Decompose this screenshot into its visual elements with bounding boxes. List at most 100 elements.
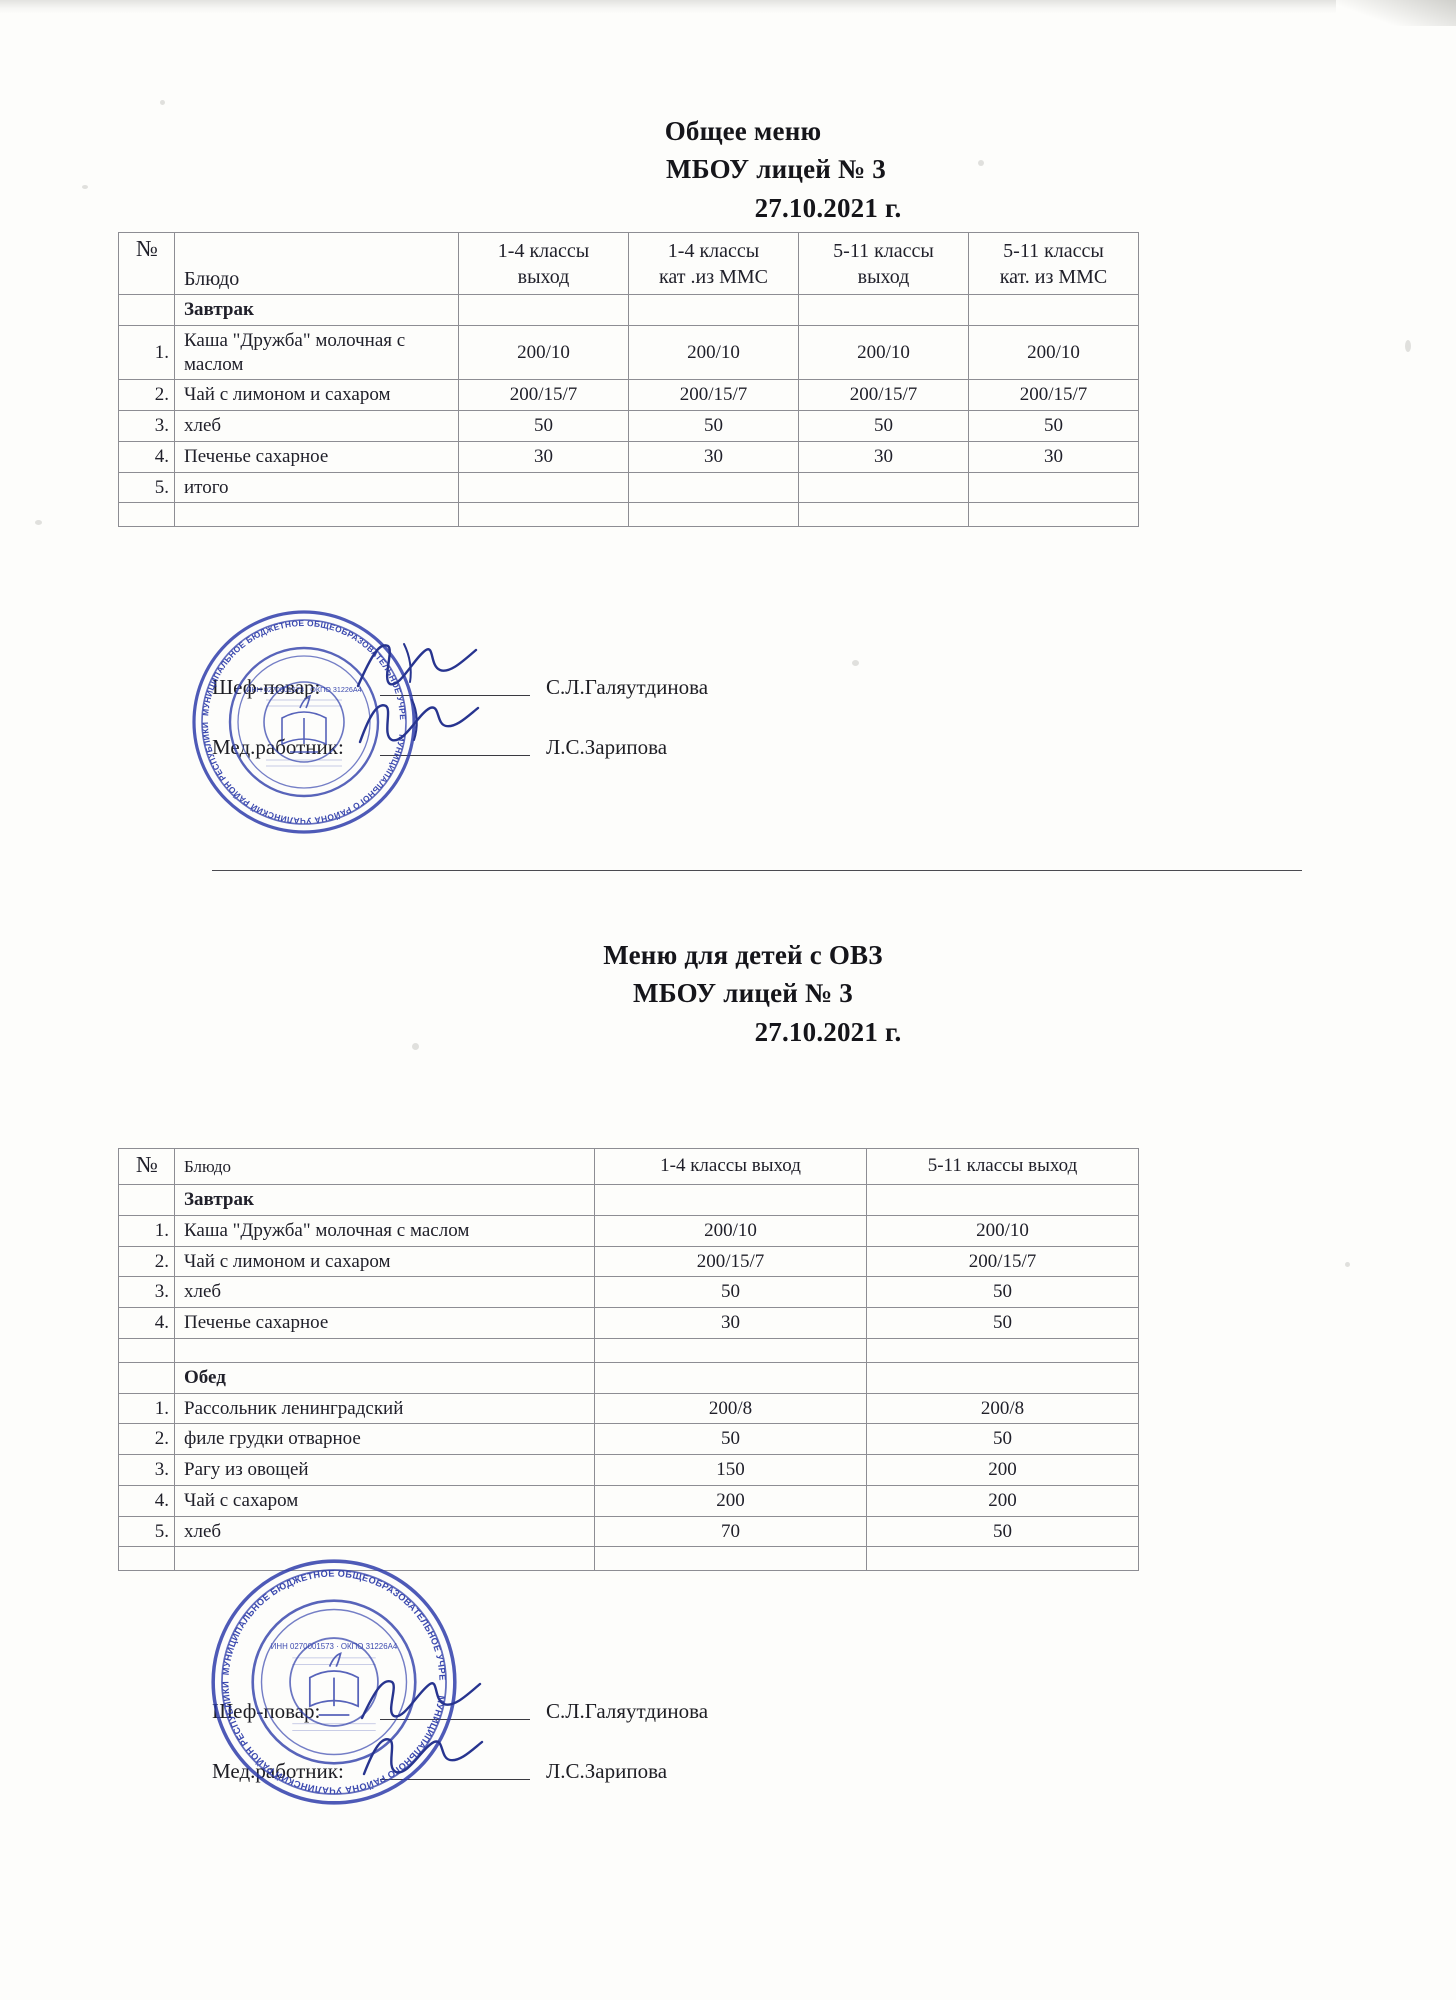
scan-speck	[1345, 1262, 1350, 1267]
header-col-2: 1-4 классы кат .из ММС	[628, 232, 799, 295]
row-num: 3.	[118, 1276, 175, 1308]
table-row: 3. Рагу из овощей 150 200	[118, 1454, 1139, 1486]
row-value-4	[968, 502, 1139, 528]
row-num	[118, 1546, 175, 1572]
svg-text:ИНН 0270001573 · ОКПО 31226А4: ИНН 0270001573 · ОКПО 31226А4	[271, 1642, 398, 1651]
table-row: 4. Печенье сахарное 30 30 30 30	[118, 440, 1139, 473]
signature-name-chef: С.Л.Галяутдинова	[546, 1699, 709, 1723]
row-value-2: 200/8	[866, 1392, 1139, 1425]
row-value-2: 200	[866, 1454, 1139, 1486]
signature-row-chef: Шеф-повар: С.Л.Галяутдинова	[212, 1684, 708, 1724]
signature-name-medic: Л.С.Зарипова	[546, 1759, 668, 1783]
row-value-3	[798, 502, 969, 528]
header-col-3-line2: выход	[857, 265, 910, 288]
header-col-1-line1: 1-4 классы	[497, 239, 590, 262]
row-num: 2.	[118, 379, 175, 411]
row-value-2	[628, 471, 799, 504]
scan-speck	[160, 100, 165, 105]
signature-label-medic: Мед.работник:	[212, 1759, 344, 1783]
signature-line-medic	[380, 736, 530, 756]
section2-title-group: Меню для детей с ОВЗ МБОУ лицей № 3 27.1…	[0, 936, 1456, 1051]
scan-speck	[82, 185, 88, 189]
row-dish: Рагу из овощей	[174, 1454, 595, 1486]
row-num: 4.	[118, 1484, 175, 1517]
section1-title-line-1: Общее меню	[664, 116, 822, 146]
header-col-3: 5-11 классы выход	[798, 232, 969, 295]
row-value-1: 50	[594, 1276, 867, 1308]
section2-title-line-3: 27.10.2021 г.	[754, 1016, 902, 1047]
row-num: 2.	[118, 1423, 175, 1455]
row-num: 3.	[118, 410, 175, 442]
meal-label-lunch: Обед	[174, 1361, 595, 1394]
row-value-3: 200/15/7	[798, 379, 969, 411]
row-dish	[174, 1546, 595, 1572]
row-value-2: 50	[628, 410, 799, 442]
meal-row-blank-1	[458, 294, 629, 326]
row-value-2: 50	[866, 1515, 1139, 1548]
ovz-menu-table: № Блюдо 1-4 классы выход 5-11 классы вых…	[118, 1148, 1139, 1572]
row-value-2: 50	[866, 1307, 1139, 1339]
row-value-2: 50	[866, 1276, 1139, 1308]
row-dish: итого	[174, 471, 459, 504]
row-dish: Чай с лимоном и сахаром	[174, 379, 459, 411]
row-dish: хлеб	[174, 1276, 595, 1308]
header-col-1: 1-4 классы выход	[594, 1148, 867, 1185]
row-dish: Рассольник ленинградский	[174, 1392, 595, 1425]
signature-row-medic: Мед.работник: Л.С.Зарипова	[212, 720, 708, 760]
row-value-4	[968, 471, 1139, 504]
row-num: 4.	[118, 1307, 175, 1339]
scan-corner-fold	[1336, 0, 1456, 26]
header-dish: Блюдо	[174, 1148, 595, 1185]
row-value-1: 70	[594, 1515, 867, 1548]
row-value-1: 200/8	[594, 1392, 867, 1425]
row-value-2: 200/15/7	[866, 1245, 1139, 1278]
header-col-2-line1: 1-4 классы	[667, 239, 760, 262]
row-value-1: 200/10	[594, 1214, 867, 1247]
row-value-1: 30	[458, 440, 629, 473]
row-value-4: 50	[968, 410, 1139, 442]
scan-speck	[412, 1043, 419, 1050]
table-row: 1. Каша "Дружба" молочная с маслом 200/1…	[118, 324, 1139, 381]
row-value-1: 200/15/7	[594, 1245, 867, 1278]
signature-line-medic	[380, 1760, 530, 1780]
row-value-1	[594, 1546, 867, 1572]
meal-row-blank-4	[968, 294, 1139, 326]
meal-row-blank-1	[594, 1361, 867, 1394]
row-value-3: 30	[798, 440, 969, 473]
header-num: №	[118, 232, 175, 295]
meal-row-blank-2	[866, 1184, 1139, 1216]
row-value-1: 200/10	[458, 324, 629, 381]
signature-name-medic: Л.С.Зарипова	[546, 735, 668, 759]
table-row: 2. филе грудки отварное 50 50	[118, 1423, 1139, 1455]
scan-speck	[852, 660, 859, 666]
table-row: 5. итого	[118, 471, 1139, 504]
table-row-empty	[118, 1337, 1139, 1363]
meal-row-blank-2	[628, 294, 799, 326]
row-num	[118, 502, 175, 528]
row-dish: Печенье сахарное	[174, 1307, 595, 1339]
table-row-empty	[118, 1546, 1139, 1572]
row-value-4: 200/10	[968, 324, 1139, 381]
meal-row-num	[118, 1361, 175, 1394]
row-value-1: 50	[458, 410, 629, 442]
table-row: 2. Чай с лимоном и сахаром 200/15/7 200/…	[118, 1245, 1139, 1278]
scan-speck	[978, 160, 984, 166]
section2-title-line-1: Меню для детей с ОВЗ	[603, 940, 883, 970]
section2-signature-block: Шеф-повар: С.Л.Галяутдинова Мед.работник…	[212, 1684, 708, 1784]
row-dish	[174, 502, 459, 528]
table-row: 1. Рассольник ленинградский 200/8 200/8	[118, 1392, 1139, 1425]
row-value-2	[628, 502, 799, 528]
row-value-2	[866, 1546, 1139, 1572]
scan-speck	[1405, 340, 1411, 352]
row-value-1: 200/15/7	[458, 379, 629, 411]
row-value-1: 30	[594, 1307, 867, 1339]
row-value-2: 200/10	[866, 1214, 1139, 1247]
meal-row-blank-2	[866, 1361, 1139, 1394]
general-menu-table: № Блюдо 1-4 классы выход 1-4 классы кат …	[118, 232, 1139, 528]
row-value-1	[458, 471, 629, 504]
section1-title-line-2: МБОУ лицей № 3	[666, 154, 886, 185]
table-row: 3. хлеб 50 50 50 50	[118, 410, 1139, 442]
row-value-1	[594, 1337, 867, 1363]
header-dish: Блюдо	[174, 232, 459, 295]
meal-row-num	[118, 294, 175, 326]
